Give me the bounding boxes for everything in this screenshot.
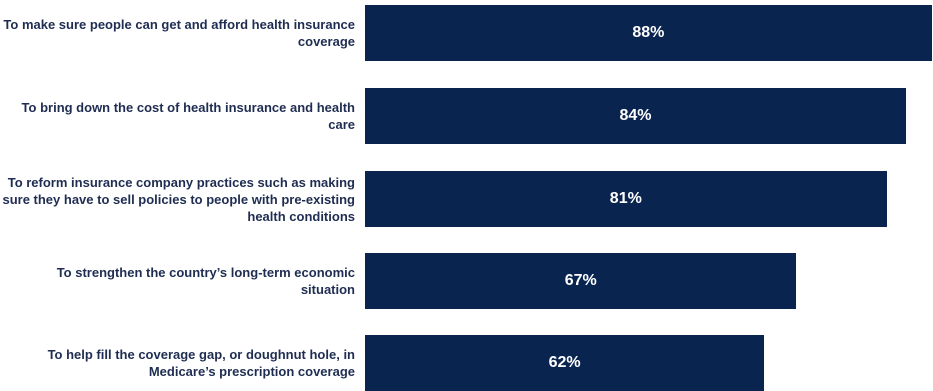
value-label: 88% <box>632 24 665 41</box>
bar <box>365 88 906 144</box>
bar <box>365 171 887 227</box>
value-label: 67% <box>564 272 597 289</box>
bar <box>365 335 765 391</box>
category-label: To bring down the cost of health insuran… <box>21 100 355 132</box>
value-label: 81% <box>609 190 642 207</box>
category-label: To strengthen the country’s long-term ec… <box>56 265 355 297</box>
category-label: To make sure people can get and afford h… <box>3 17 355 49</box>
category-label: To help fill the coverage gap, or doughn… <box>47 347 355 379</box>
bar <box>365 253 797 309</box>
category-label: To reform insurance company practices su… <box>2 174 355 224</box>
bar <box>365 5 932 61</box>
value-label: 62% <box>548 354 581 371</box>
value-label: 84% <box>619 107 652 124</box>
